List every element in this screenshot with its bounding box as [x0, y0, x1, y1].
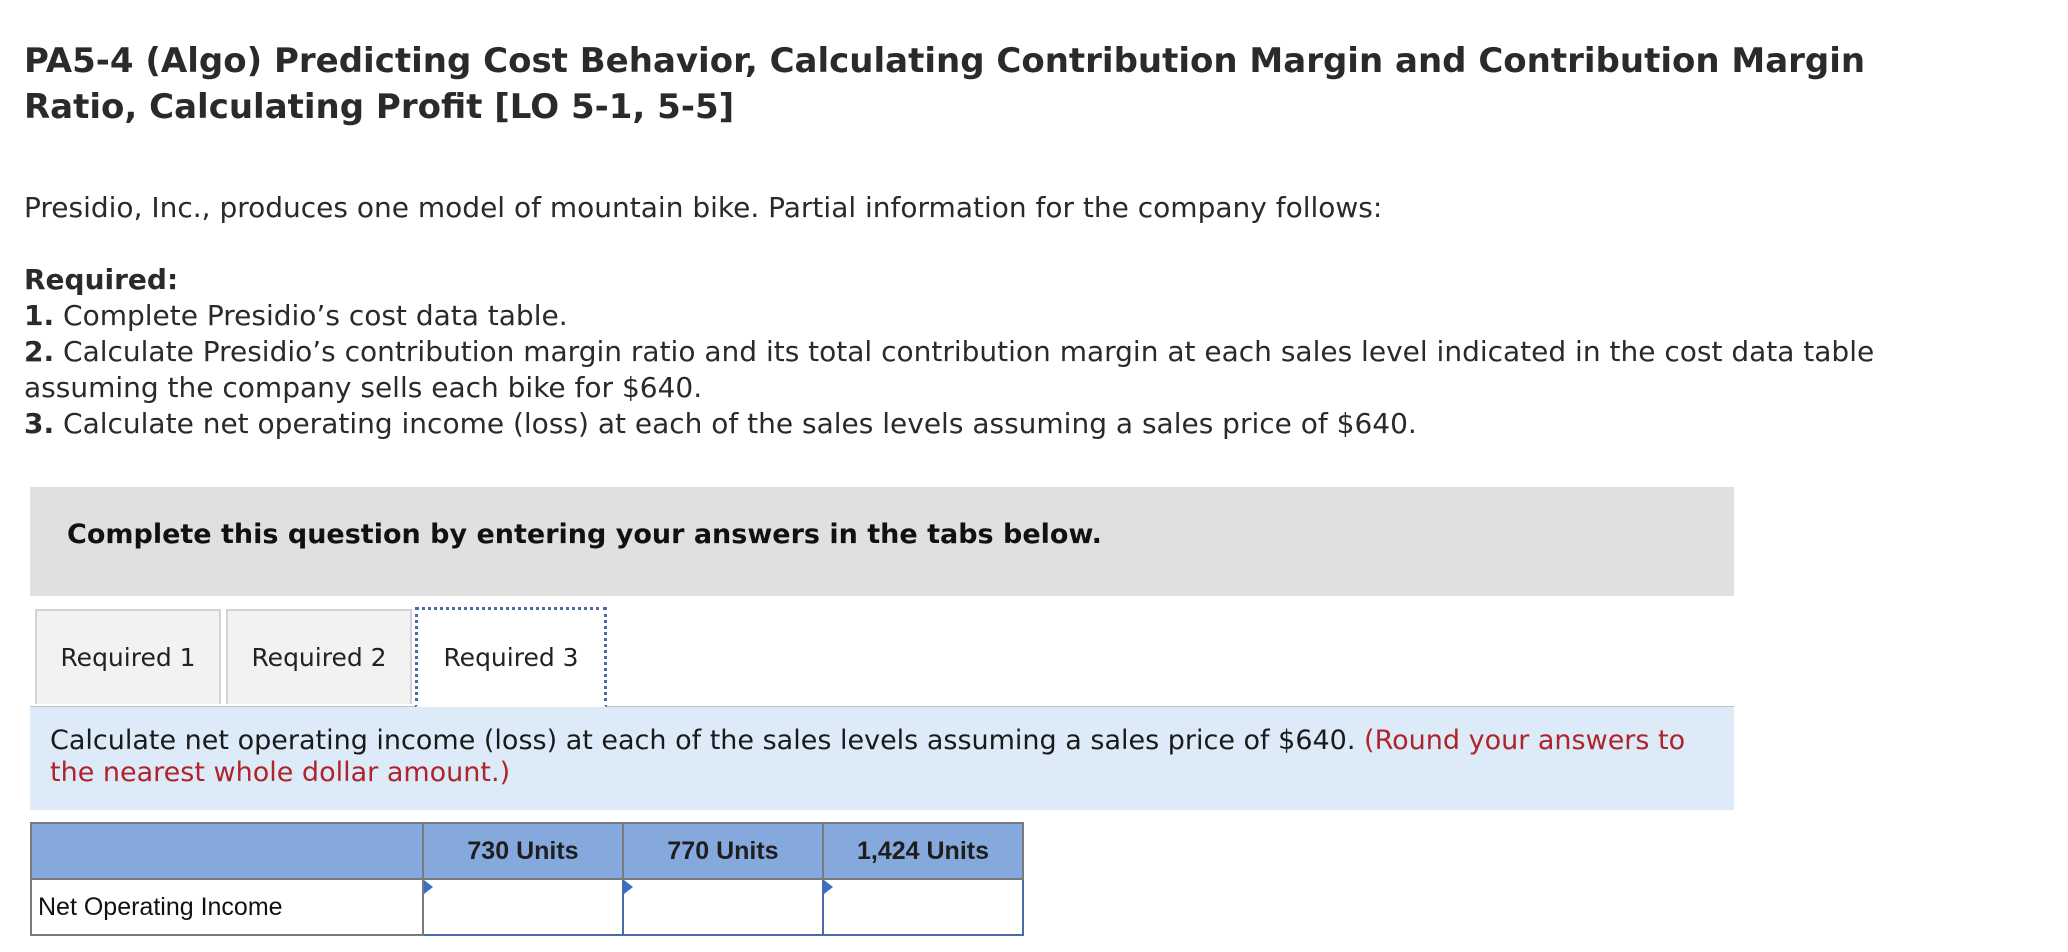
table-header-row: 730 Units 770 Units 1,424 Units — [30, 822, 1024, 880]
row-label-net-operating-income: Net Operating Income — [30, 878, 424, 936]
tab-bar: Required 1 Required 2 Required 3 — [30, 607, 1734, 708]
net-operating-income-730-input[interactable] — [424, 880, 622, 934]
required-item-3: 3. Calculate net operating income (loss)… — [24, 406, 1904, 442]
required-item-1: 1. Complete Presidio’s cost data table. — [24, 298, 1904, 334]
net-operating-income-1424-input[interactable] — [824, 880, 1022, 934]
answer-table: 730 Units 770 Units 1,424 Units Net Oper… — [30, 822, 1024, 936]
required-item-text: Complete Presidio’s cost data table. — [54, 299, 568, 332]
column-header-1424-units: 1,424 Units — [822, 822, 1024, 880]
net-operating-income-770-input[interactable] — [624, 880, 822, 934]
instruction-paragraph: Calculate net operating income (loss) at… — [50, 725, 1710, 789]
required-item-2: 2. Calculate Presidio’s contribution mar… — [24, 334, 1904, 406]
page-title: PA5-4 (Algo) Predicting Cost Behavior, C… — [24, 41, 1866, 127]
column-header-770-units: 770 Units — [622, 822, 824, 880]
rounding-note: (Round your answers to the nearest whole… — [50, 725, 1686, 788]
required-item-text: Calculate net operating income (loss) at… — [54, 407, 1417, 440]
table-row: Net Operating Income — [30, 878, 1024, 936]
banner-text: Complete this question by entering your … — [67, 519, 1102, 550]
tab-required-2[interactable]: Required 2 — [226, 609, 412, 704]
required-item-number: 1. — [24, 299, 55, 332]
tab-label: Required 1 — [60, 643, 196, 672]
tab-instruction-panel: Calculate net operating income (loss) at… — [30, 707, 1734, 810]
instructions-banner: Complete this question by entering your … — [30, 487, 1734, 596]
column-header-730-units: 730 Units — [422, 822, 624, 880]
tab-required-1[interactable]: Required 1 — [35, 609, 221, 704]
answer-cell-730-units[interactable] — [422, 878, 624, 936]
problem-intro: Presidio, Inc., produces one model of mo… — [24, 191, 1383, 224]
column-header-blank — [30, 822, 424, 880]
answer-cell-1424-units[interactable] — [822, 878, 1024, 936]
required-item-number: 2. — [24, 335, 55, 368]
answer-cell-770-units[interactable] — [622, 878, 824, 936]
required-item-number: 3. — [24, 407, 55, 440]
required-item-text: Calculate Presidio’s contribution margin… — [24, 335, 1875, 404]
tab-label: Required 3 — [443, 643, 579, 672]
tab-label: Required 2 — [251, 643, 387, 672]
instruction-text: Calculate net operating income (loss) at… — [50, 725, 1356, 756]
tab-required-3[interactable]: Required 3 — [415, 607, 607, 708]
required-heading: Required: — [24, 263, 179, 296]
required-section: Required: 1. Complete Presidio’s cost da… — [24, 262, 1904, 442]
